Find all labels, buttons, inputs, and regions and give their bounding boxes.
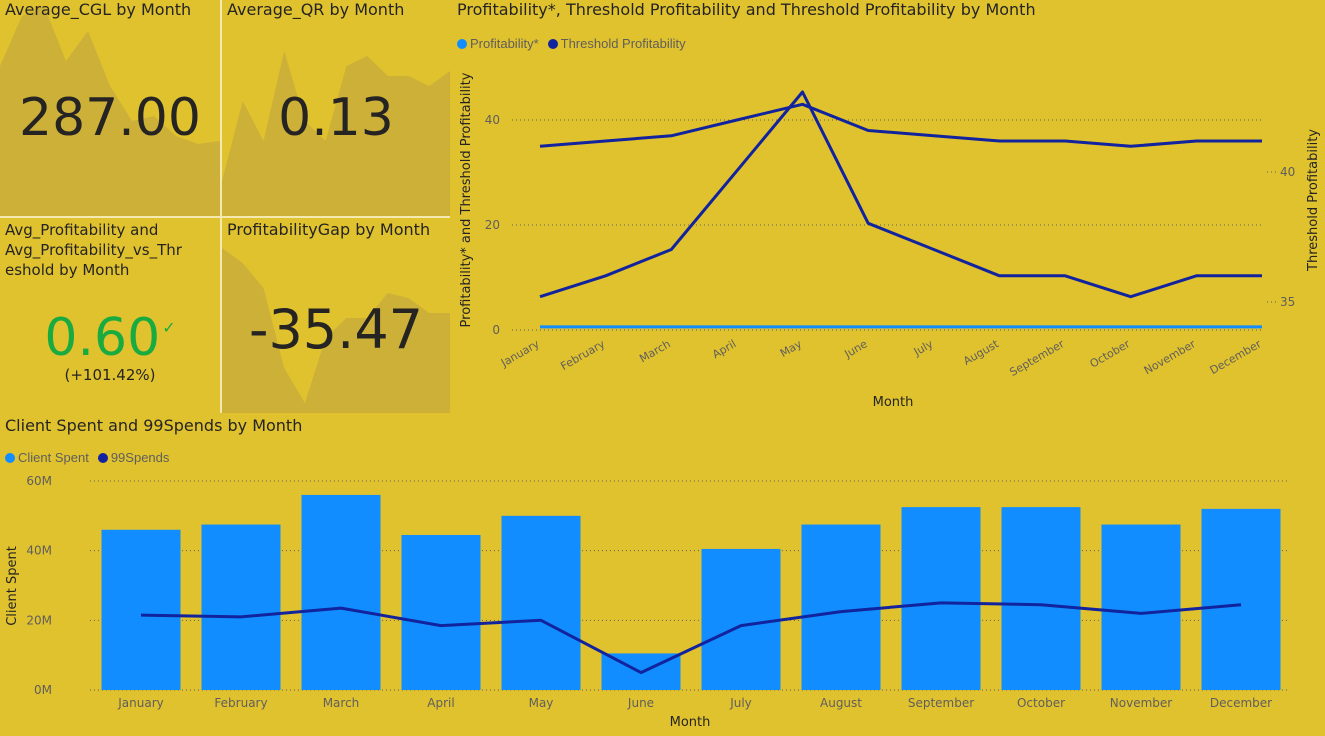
chart-title: Profitability*, Threshold Profitability … (457, 0, 1036, 19)
x-tick-label: January (498, 337, 542, 370)
y-tick-label: 0M (34, 683, 52, 697)
y-axis-title: Profitability* and Threshold Profitabili… (459, 72, 474, 327)
bar (1201, 508, 1281, 690)
check-icon: ✓ (162, 318, 176, 337)
y-tick-label: 60M (26, 474, 52, 488)
chart-title: Client Spent and 99Spends by Month (5, 416, 303, 435)
sparkline-area (222, 248, 450, 413)
x-axis-title: Month (670, 715, 711, 730)
y-tick-label: 40 (485, 113, 500, 127)
x-tick-label: November (1110, 696, 1172, 710)
kpi-value: -35.47 (248, 298, 424, 361)
sparkline-area (222, 51, 450, 216)
x-tick-label: November (1142, 337, 1198, 377)
legend-dot-profitability (457, 38, 467, 49)
kpi-value: 0.60 ✓ (0, 308, 220, 368)
divider (0, 216, 450, 218)
bar (701, 548, 781, 690)
x-tick-label: May (529, 696, 554, 710)
chart-legend: Client Spent 99Spends (5, 450, 169, 465)
kpi-card-average-cgl[interactable]: Average_CGL by Month 287.00 (0, 0, 220, 216)
bar (1001, 507, 1081, 690)
x-tick-label: June (842, 337, 870, 361)
legend-label-threshold: Threshold Profitability (560, 36, 686, 51)
x-tick-label: September (908, 696, 974, 710)
y2-axis-title: Threshold Profitability (1306, 129, 1321, 272)
kpi-value: 0.13 (278, 88, 394, 148)
x-tick-label: August (820, 696, 862, 710)
x-tick-label: October (1017, 696, 1065, 710)
y-tick-label: 20 (485, 218, 500, 232)
y2-tick-label: 35 (1280, 295, 1295, 309)
legend-label-client-spent: Client Spent (18, 450, 89, 465)
y-axis-title: Client Spent (5, 546, 20, 626)
legend-dot-threshold (547, 38, 558, 49)
y-tick-label: 20M (26, 613, 52, 627)
x-tick-label: December (1210, 696, 1272, 710)
kpi-title: Average_QR by Month (227, 0, 405, 19)
x-tick-label: August (961, 337, 1001, 368)
line-chart-svg: 0 20 40 35 40 January February March April May Jun… (459, 72, 1321, 410)
series-line (539, 90, 1262, 299)
bar-chart-svg: 0M 20M 40M 60M January February March April May J… (5, 474, 1290, 730)
legend-dot-client-spent (5, 452, 15, 463)
kpi-title: ProfitabilityGap by Month (227, 220, 431, 239)
y-tick-label: 0 (492, 323, 500, 337)
series-line (140, 601, 1242, 675)
bar (1101, 524, 1181, 690)
gap-sparkline (222, 248, 450, 413)
x-tick-label: May (778, 337, 805, 360)
x-tick-label: September (1007, 337, 1067, 379)
bar (901, 507, 981, 690)
x-tick-label: March (323, 696, 360, 710)
x-tick-label: February (558, 337, 607, 373)
sparkline-area (0, 6, 220, 216)
kpi-title: Average_CGL by Month (5, 0, 192, 19)
x-tick-label: March (637, 337, 673, 365)
x-tick-label: February (214, 696, 267, 710)
x-tick-label: April (427, 696, 454, 710)
x-tick-label: April (710, 337, 738, 361)
legend-label-profitability: Profitability* (470, 36, 539, 51)
kpi-card-avg-profitability[interactable]: Avg_Profitability and Avg_Profitability_… (0, 218, 220, 413)
bar (501, 515, 581, 690)
chart-legend: Profitability* Threshold Profitability (457, 36, 686, 51)
kpi-card-average-qr[interactable]: Average_QR by Month 0.13 (222, 0, 450, 216)
legend-dot-99spends (97, 452, 108, 463)
legend-label-99spends: 99Spends (110, 450, 170, 465)
bar (301, 494, 381, 690)
bar (201, 524, 281, 690)
x-tick-label: June (627, 696, 654, 710)
x-tick-label: July (911, 337, 936, 359)
series-line (539, 102, 1262, 148)
qr-sparkline (222, 51, 450, 216)
x-tick-label: October (1088, 337, 1133, 371)
kpi-value: 287.00 (19, 88, 201, 148)
client-spent-combo-chart[interactable]: Client Spent and 99Spends by Month Clien… (0, 414, 1325, 736)
bar (801, 524, 881, 690)
divider (220, 0, 222, 413)
y2-tick-label: 40 (1280, 165, 1295, 179)
x-tick-label: December (1208, 337, 1264, 377)
y-tick-label: 40M (26, 544, 52, 558)
kpi-card-profitability-gap[interactable]: ProfitabilityGap by Month -35.47 (222, 218, 450, 413)
kpi-value-text: 0.60 (44, 308, 161, 368)
profitability-line-chart[interactable]: Profitability*, Threshold Profitability … (452, 0, 1325, 414)
kpi-delta: (+101.42%) (64, 366, 156, 384)
bar (101, 529, 181, 690)
x-tick-label: July (729, 696, 752, 710)
x-tick-label: January (117, 696, 164, 710)
kpi-title: Avg_Profitability and Avg_Profitability_… (5, 221, 182, 279)
cgl-sparkline (0, 6, 220, 216)
bar (401, 534, 481, 690)
x-axis-title: Month (873, 395, 914, 410)
